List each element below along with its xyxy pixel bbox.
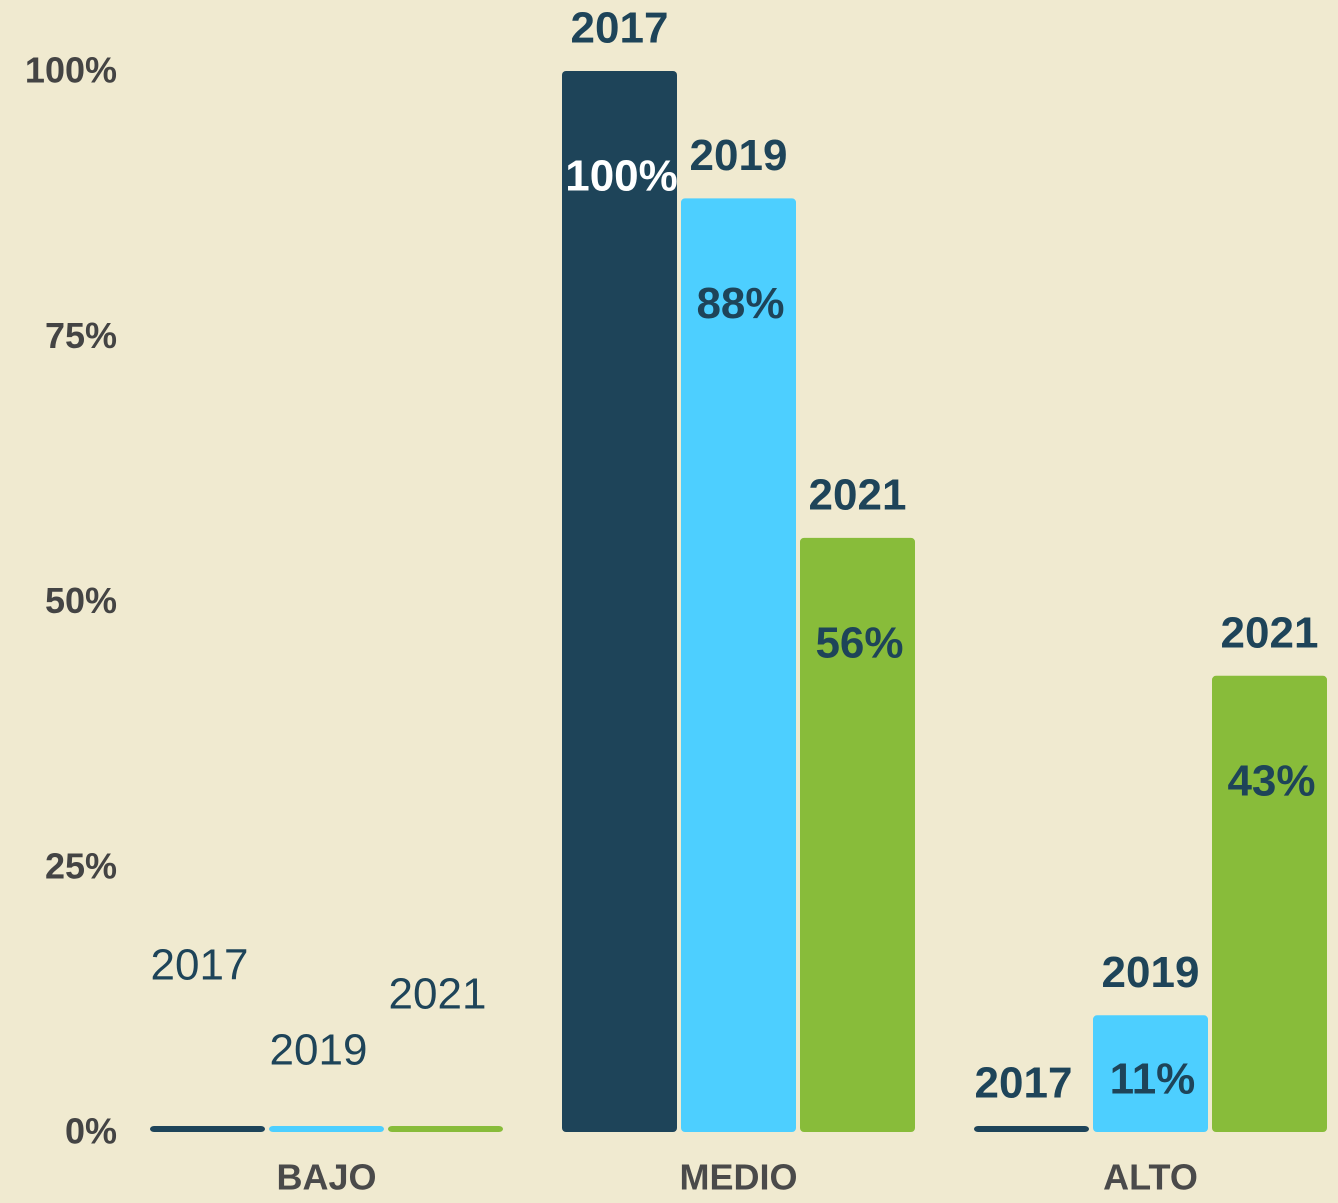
bar-series-label: 2021 xyxy=(809,470,907,519)
bar-series-label: 2021 xyxy=(389,970,487,1019)
bar xyxy=(562,71,677,1132)
bar-series-label: 2019 xyxy=(690,131,788,180)
bar-series-label: 2019 xyxy=(1102,948,1200,997)
bar xyxy=(150,1126,265,1132)
bar xyxy=(974,1126,1089,1132)
x-tick-label: MEDIO xyxy=(679,1157,797,1198)
value-label: 11% xyxy=(1110,1055,1196,1104)
value-label: 88% xyxy=(696,279,784,328)
bar xyxy=(388,1126,503,1132)
value-label: 43% xyxy=(1227,756,1315,805)
y-tick-label: 25% xyxy=(45,845,117,886)
bar xyxy=(1212,675,1327,1132)
value-label: 56% xyxy=(815,618,903,667)
y-tick-label: 100% xyxy=(25,50,117,91)
bar-series-label: 2019 xyxy=(270,1026,368,1075)
value-label: 100% xyxy=(565,152,678,201)
y-tick-label: 0% xyxy=(65,1111,117,1152)
bar xyxy=(269,1126,384,1132)
bar xyxy=(681,198,796,1132)
bar-series-label: 2017 xyxy=(151,941,249,990)
y-tick-label: 50% xyxy=(45,580,117,621)
x-tick-label: ALTO xyxy=(1103,1157,1198,1198)
bar xyxy=(800,537,915,1132)
bar-series-label: 2021 xyxy=(1221,608,1319,657)
bar-series-label: 2017 xyxy=(571,4,669,53)
x-tick-label: BAJO xyxy=(276,1157,376,1198)
y-tick-label: 75% xyxy=(45,315,117,356)
bar xyxy=(1093,1015,1208,1132)
bar-series-label: 2017 xyxy=(975,1059,1073,1108)
